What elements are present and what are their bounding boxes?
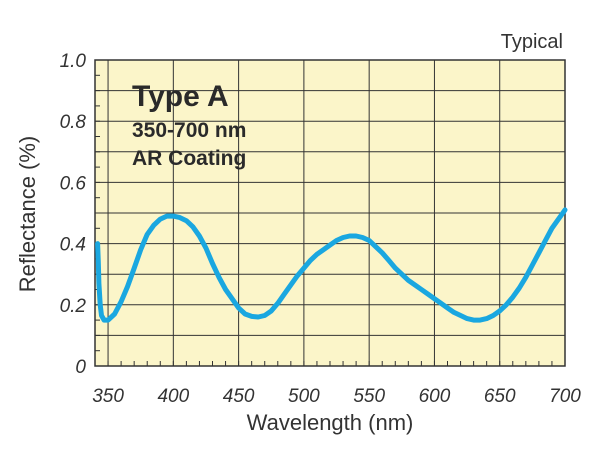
- y-tick-label: 0.4: [60, 235, 86, 256]
- annotation-title: Type A: [132, 80, 229, 113]
- y-axis-ticks: 0 0.2 0.4 0.6 0.8 1.0: [60, 51, 87, 378]
- typical-note: Typical: [501, 31, 563, 53]
- grid-lines: [95, 60, 565, 366]
- y-axis-title: Reflectance (%): [15, 136, 40, 293]
- x-axis-title: Wavelength (nm): [247, 410, 414, 435]
- x-tick-label: 400: [157, 386, 189, 407]
- annotation-coating: AR Coating: [132, 147, 246, 170]
- y-tick-label: 0: [75, 357, 86, 378]
- x-tick-label: 350: [92, 386, 124, 407]
- x-tick-label: 450: [223, 386, 255, 407]
- x-axis-ticks: 350 400 450 500 550 600 650 700: [92, 386, 581, 407]
- x-tick-label: 700: [549, 386, 581, 407]
- y-tick-label: 1.0: [60, 51, 87, 72]
- y-tick-label: 0.2: [60, 296, 87, 317]
- x-tick-label: 550: [353, 386, 385, 407]
- x-tick-label: 600: [419, 386, 451, 407]
- series-line: [95, 207, 568, 323]
- y-tick-label: 0.8: [60, 112, 87, 133]
- x-tick-label: 500: [288, 386, 320, 407]
- annotation-range: 350-700 nm: [132, 119, 246, 142]
- y-tick-label: 0.6: [60, 173, 87, 194]
- x-tick-label: 650: [484, 386, 516, 407]
